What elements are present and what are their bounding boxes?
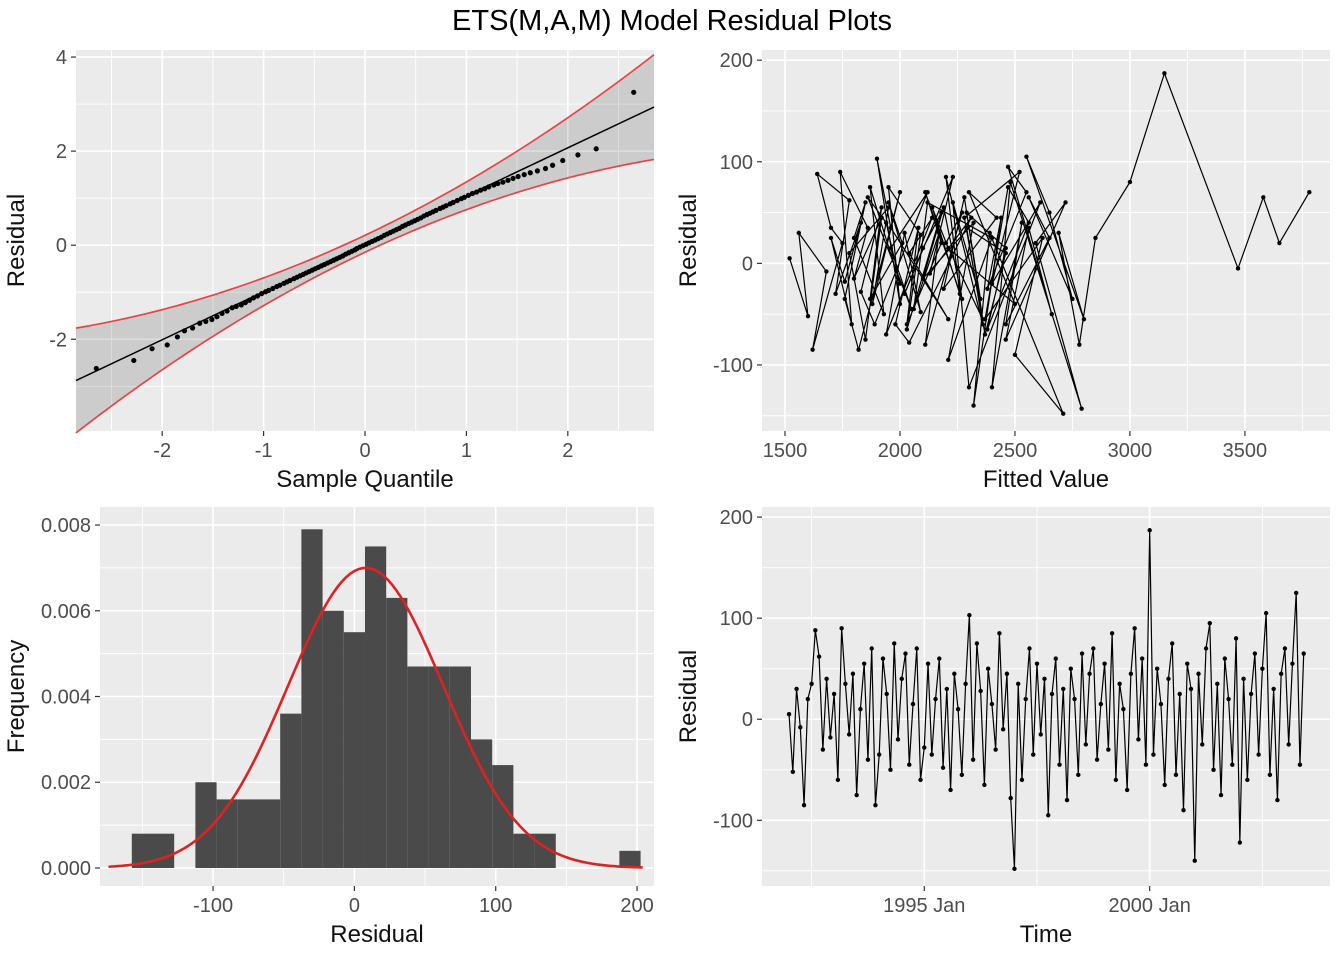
svg-text:100: 100	[479, 895, 512, 917]
svg-text:2000 Jan: 2000 Jan	[1109, 895, 1191, 917]
x-axis-labels: 1500 2000 2500 3000 3500	[763, 431, 1267, 462]
y-axis-labels: -100 0 100 200	[713, 50, 762, 377]
svg-text:0: 0	[742, 253, 753, 275]
qq-plot-svg: -2 -1 0 1 2 -2 0 2 4 Sample Quantile Residual	[3, 47, 655, 493]
histogram-bars	[131, 529, 641, 868]
panel-background	[762, 50, 1330, 431]
normal-curve	[108, 566, 643, 869]
svg-text:1500: 1500	[763, 440, 808, 462]
page-title: ETS(M,A,M) Model Residual Plots	[452, 5, 892, 37]
svg-text:2500: 2500	[993, 440, 1038, 462]
svg-text:200: 200	[620, 895, 653, 917]
x-axis-title: Sample Quantile	[276, 466, 453, 493]
svg-text:0.006: 0.006	[41, 601, 91, 623]
svg-text:0.008: 0.008	[41, 515, 91, 537]
x-axis-labels: 1995 Jan 2000 Jan	[883, 886, 1191, 917]
svg-text:0.004: 0.004	[41, 687, 91, 709]
svg-text:4: 4	[56, 47, 67, 69]
svg-text:1995 Jan: 1995 Jan	[883, 895, 965, 917]
residual-points	[787, 71, 1312, 416]
svg-text:200: 200	[720, 507, 753, 529]
residual-line	[789, 71, 1310, 415]
y-axis-title: Residual	[3, 194, 30, 287]
chart-residual-vs-time: 1995 Jan 2000 Jan -100 0 100 200 Time Residual	[672, 497, 1344, 952]
svg-text:1: 1	[461, 440, 472, 462]
chart-residual-vs-fitted: 1500 2000 2500 3000 3500 -100 0 100 200 Fitted Va…	[672, 42, 1344, 497]
y-axis-title: Residual	[675, 194, 702, 287]
y-axis-labels: 0.000 0.002 0.004 0.006 0.008	[41, 515, 100, 880]
svg-text:0.002: 0.002	[41, 772, 91, 794]
confidence-band-upper	[75, 53, 655, 329]
qq-points	[93, 89, 637, 372]
chart-qq-plot: -2 -1 0 1 2 -2 0 2 4 Sample Quantile Residual	[0, 42, 672, 497]
svg-text:0: 0	[359, 440, 370, 462]
y-axis-labels: -100 0 100 200	[713, 507, 762, 832]
svg-text:-100: -100	[193, 895, 233, 917]
svg-text:-100: -100	[713, 810, 753, 832]
svg-text:2000: 2000	[878, 440, 923, 462]
svg-text:100: 100	[720, 608, 753, 630]
x-axis-title: Residual	[330, 921, 423, 948]
svg-text:0.000: 0.000	[41, 858, 91, 880]
x-axis-title: Fitted Value	[983, 466, 1109, 493]
chart-grid: -2 -1 0 1 2 -2 0 2 4 Sample Quantile Residual 1500…	[0, 42, 1344, 952]
residual-vs-fitted-svg: 1500 2000 2500 3000 3500 -100 0 100 200 Fitted Va…	[675, 50, 1330, 493]
svg-text:-2: -2	[49, 329, 67, 351]
svg-text:0: 0	[742, 709, 753, 731]
confidence-band-lower	[75, 158, 655, 434]
residual-histogram-svg: -100 0 100 200 0.000 0.002 0.004 0.006 0.008 Resi…	[3, 507, 654, 948]
svg-text:100: 100	[720, 152, 753, 174]
y-axis-title: Residual	[675, 650, 702, 743]
residual-vs-time-svg: 1995 Jan 2000 Jan -100 0 100 200 Time Residual	[675, 507, 1330, 948]
svg-text:200: 200	[720, 50, 753, 72]
x-axis-title: Time	[1020, 921, 1072, 948]
svg-text:2: 2	[56, 141, 67, 163]
svg-text:3000: 3000	[1108, 440, 1153, 462]
svg-text:-2: -2	[153, 440, 171, 462]
svg-text:0: 0	[56, 235, 67, 257]
y-axis-title: Frequency	[3, 640, 30, 753]
panel-background	[762, 507, 1330, 886]
residual-line	[788, 530, 1305, 869]
svg-text:0: 0	[349, 895, 360, 917]
x-axis-labels: -2 -1 0 1 2	[153, 431, 573, 462]
gridlines	[76, 50, 654, 431]
y-axis-labels: -2 0 2 4	[49, 47, 76, 351]
svg-text:-100: -100	[713, 355, 753, 377]
residual-points	[786, 528, 1306, 872]
x-axis-labels: -100 0 100 200	[193, 886, 654, 917]
chart-residual-histogram: -100 0 100 200 0.000 0.002 0.004 0.006 0.008 Resi…	[0, 497, 672, 952]
svg-text:-1: -1	[255, 440, 273, 462]
svg-text:3500: 3500	[1223, 440, 1268, 462]
svg-text:2: 2	[562, 440, 573, 462]
